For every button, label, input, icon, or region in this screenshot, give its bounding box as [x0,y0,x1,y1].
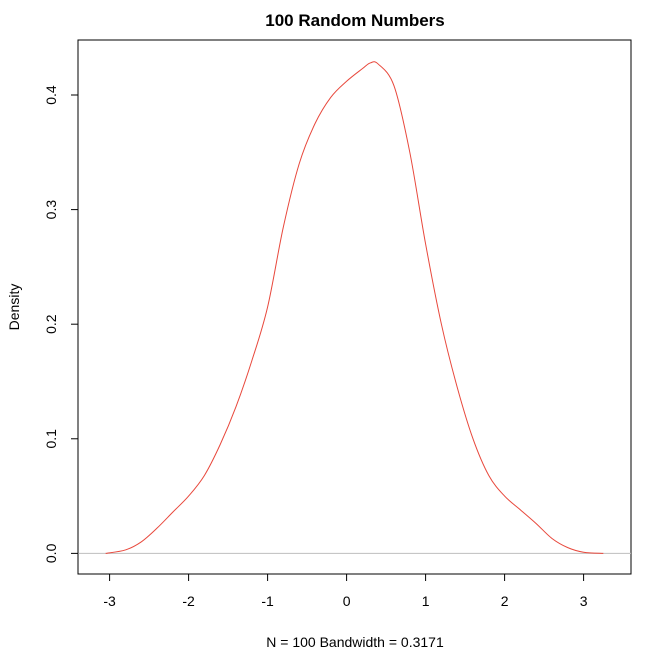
y-tick-label: 0.0 [43,543,59,563]
density-curve [105,61,604,554]
x-axis-label: N = 100 Bandwidth = 0.3171 [266,634,444,650]
y-tick-label: 0.3 [43,200,59,220]
x-tick-label: -1 [261,593,274,609]
x-tick-label: 0 [343,593,351,609]
y-tick-label: 0.2 [43,314,59,334]
y-tick-label: 0.4 [43,85,59,105]
x-tick-label: 1 [422,593,430,609]
y-axis: 0.0 0.1 0.2 0.3 0.4 [43,85,79,563]
x-axis: -3 -2 -1 0 1 2 3 [103,573,588,609]
y-axis-label: Density [6,284,22,331]
x-tick-label: 3 [580,593,588,609]
x-tick-label: -3 [103,593,116,609]
chart-title: 100 Random Numbers [265,11,445,30]
x-tick-label: -2 [182,593,195,609]
y-tick-label: 0.1 [43,429,59,449]
x-tick-label: 2 [501,593,509,609]
